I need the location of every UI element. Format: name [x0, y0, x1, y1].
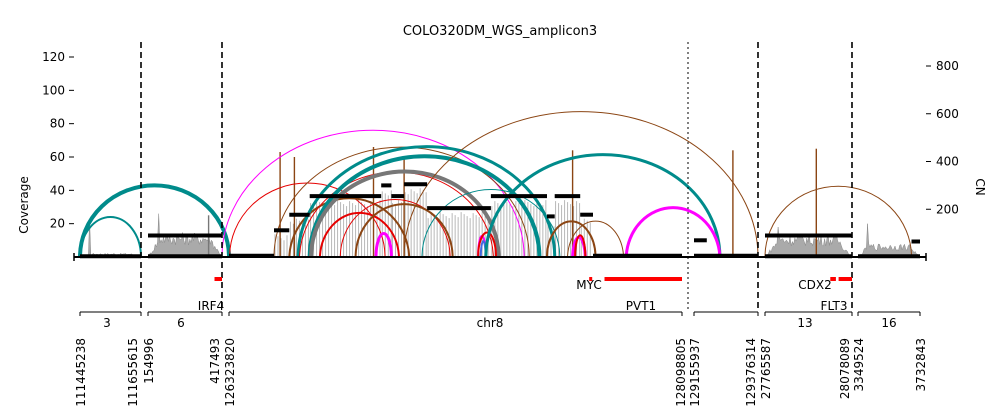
breakpoint-arc-11 — [339, 199, 451, 258]
y-axis-label-cn: CN — [973, 178, 987, 195]
breakpoint-arc-23 — [567, 220, 625, 258]
boundary-label-3: 417493 — [208, 338, 222, 384]
y-tick-label-right-3: 800 — [936, 59, 959, 73]
coverage-area-4 — [857, 223, 921, 258]
boundary-label-1: 111655615 — [126, 338, 140, 407]
axis-layer: 20 40 60 80 100 120 200 400 600 800 — [42, 50, 959, 261]
boundary-label-10: 3349524 — [852, 338, 866, 391]
genomic-axis-layer: 3 6 chr8 13 16 111445238 111655615 154996 417493… — [74, 311, 928, 407]
breakpoint-arc-12 — [354, 203, 454, 258]
y-tick-label-left-2: 60 — [50, 150, 65, 164]
breakpoint-arc-20 — [546, 220, 597, 258]
coverage-layer — [79, 147, 921, 258]
breakpoint-arc-18 — [477, 231, 497, 258]
gene-bar-myc — [589, 277, 593, 281]
breakpoint-arc-8 — [307, 154, 542, 258]
y-axis-label-coverage: Coverage — [17, 176, 31, 234]
breakpoint-arc-14 — [403, 111, 759, 258]
chrom-label-1: 6 — [177, 316, 185, 330]
y-tick-label-right-2: 600 — [936, 107, 959, 121]
breakpoint-arc-22 — [574, 234, 587, 258]
y-tick-label-left-1: 40 — [50, 183, 65, 197]
boundary-label-4: 126323820 — [223, 338, 237, 407]
coverage-area-0 — [79, 220, 142, 258]
chrom-label-4: 16 — [881, 316, 896, 330]
chrom-label-0: 3 — [103, 316, 111, 330]
boundary-label-9: 28078089 — [838, 338, 852, 399]
y-tick-label-right-1: 400 — [936, 155, 959, 169]
gene-label-myc: MYC — [576, 278, 601, 292]
boundary-label-8: 27765587 — [759, 338, 773, 399]
breakpoint-arc-4 — [273, 146, 530, 258]
y-tick-label-left-0: 20 — [50, 217, 65, 231]
chrom-label-3: 13 — [797, 316, 812, 330]
coverage-area-1 — [147, 213, 223, 258]
chart-title: COLO320DM_WGS_amplicon3 — [403, 24, 597, 39]
boundary-label-5: 128098805 — [674, 338, 688, 407]
boundary-label-2: 154996 — [142, 338, 156, 384]
gene-bar-irf4 — [214, 277, 222, 281]
breakpoint-arc-6 — [296, 145, 557, 258]
gene-bar-flt3 — [838, 277, 852, 281]
breakpoint-arc-19 — [484, 153, 722, 258]
boundary-label-7: 129376314 — [744, 338, 758, 407]
gene-label-cdx2: CDX2 — [798, 278, 831, 292]
boundary-label-11: 3732843 — [914, 338, 928, 391]
gene-layer: IRF4 MYC PVT1 CDX2 FLT3 — [198, 277, 852, 313]
coverage-area-3 — [764, 226, 853, 258]
breakpoint-arc-5 — [288, 197, 411, 258]
gene-bar-pvt1 — [604, 277, 682, 281]
breakpoint-arc-9 — [309, 169, 501, 258]
y-tick-label-right-0: 200 — [936, 202, 959, 216]
gene-label-flt3: FLT3 — [821, 299, 848, 313]
breakpoint-arc-13 — [374, 232, 393, 258]
boundary-label-0: 111445238 — [74, 338, 88, 407]
breakpoint-arc-15 — [421, 188, 561, 258]
segment-divider-layer — [140, 42, 853, 312]
gene-label-irf4: IRF4 — [198, 299, 224, 313]
y-tick-label-left-3: 80 — [50, 117, 65, 131]
breakpoint-arc-1 — [79, 216, 142, 258]
gene-label-pvt1: PVT1 — [626, 299, 656, 313]
breakpoint-arc-24 — [624, 206, 722, 258]
gene-bar-cdx2 — [830, 277, 836, 281]
y-tick-label-left-4: 100 — [42, 83, 65, 97]
y-tick-label-left-5: 120 — [42, 50, 65, 64]
chrom-label-2: chr8 — [477, 316, 504, 330]
breakpoint-arc-25 — [764, 185, 912, 258]
boundary-label-6: 129155937 — [688, 338, 702, 407]
